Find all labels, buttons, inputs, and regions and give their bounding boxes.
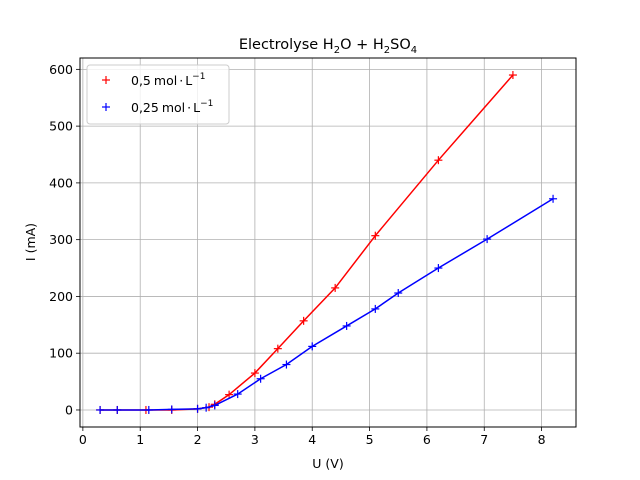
x-axis-label: U (V): [312, 456, 343, 471]
x-tick-label: 7: [480, 432, 488, 447]
legend-label-1: 0,25 mol · L−1: [131, 99, 213, 115]
legend-marker-symbol: [102, 103, 110, 111]
legend-marker-1: [102, 103, 110, 111]
data-point: [434, 156, 443, 165]
data-point: [250, 369, 259, 378]
data-point: [233, 390, 242, 399]
data-point: [508, 71, 517, 80]
legend-marker-0: [102, 76, 110, 84]
y-axis-label: I (mA): [23, 223, 38, 261]
data-point: [225, 390, 234, 399]
legend-item-1: 0,25 mol · L−1: [102, 99, 213, 115]
chart-title: Electrolyse H2O + H2SO4: [239, 37, 417, 56]
y-tick-label: 0: [65, 402, 73, 417]
legend-item-0: 0,5 mol · L−1: [102, 72, 205, 88]
x-tick-label: 2: [194, 432, 202, 447]
y-tick-label: 500: [49, 119, 73, 134]
data-point: [331, 283, 340, 292]
data-point: [434, 264, 443, 273]
x-tick-label: 8: [538, 432, 546, 447]
data-point: [193, 404, 202, 413]
data-point: [113, 405, 122, 414]
data-point: [144, 405, 153, 414]
data-point: [202, 403, 211, 412]
data-point: [371, 231, 380, 240]
data-point: [210, 401, 219, 410]
data-point: [96, 405, 105, 414]
plot-frame: [79, 57, 577, 428]
x-tick-label: 4: [308, 432, 316, 447]
data-point: [167, 405, 176, 414]
legend-marker-symbol: [102, 76, 110, 84]
data-point: [342, 321, 351, 330]
y-tick-label: 300: [49, 232, 73, 247]
legend-box: [86, 64, 230, 125]
data-point: [273, 344, 282, 353]
x-tick-label: 6: [423, 432, 431, 447]
data-point: [299, 316, 308, 325]
legend: 0,5 mol · L−1 0,25 mol · L−1: [86, 64, 230, 125]
data-point: [256, 374, 265, 383]
series-1: [96, 194, 558, 414]
y-tick-label: 600: [49, 62, 73, 77]
series-line-1: [100, 198, 554, 411]
data-point: [483, 235, 492, 244]
y-tick-label: 400: [49, 175, 73, 190]
data-point: [549, 194, 558, 203]
data-point: [282, 360, 291, 369]
y-tick-label: 100: [49, 346, 73, 361]
axis-ticks: 0 1 2 3 4 5 6 7 8 0 100 200 300 400 500 600: [49, 62, 545, 447]
x-tick-label: 3: [251, 432, 259, 447]
y-tick-label: 200: [49, 289, 73, 304]
legend-label-0: 0,5 mol · L−1: [131, 72, 205, 88]
series-line-0: [100, 74, 514, 411]
data-point: [308, 342, 317, 351]
data-point: [371, 304, 380, 313]
data-point: [394, 289, 403, 298]
x-tick-label: 5: [366, 432, 374, 447]
x-tick-label: 0: [79, 432, 87, 447]
series-layer: [96, 71, 558, 414]
x-tick-label: 1: [136, 432, 144, 447]
